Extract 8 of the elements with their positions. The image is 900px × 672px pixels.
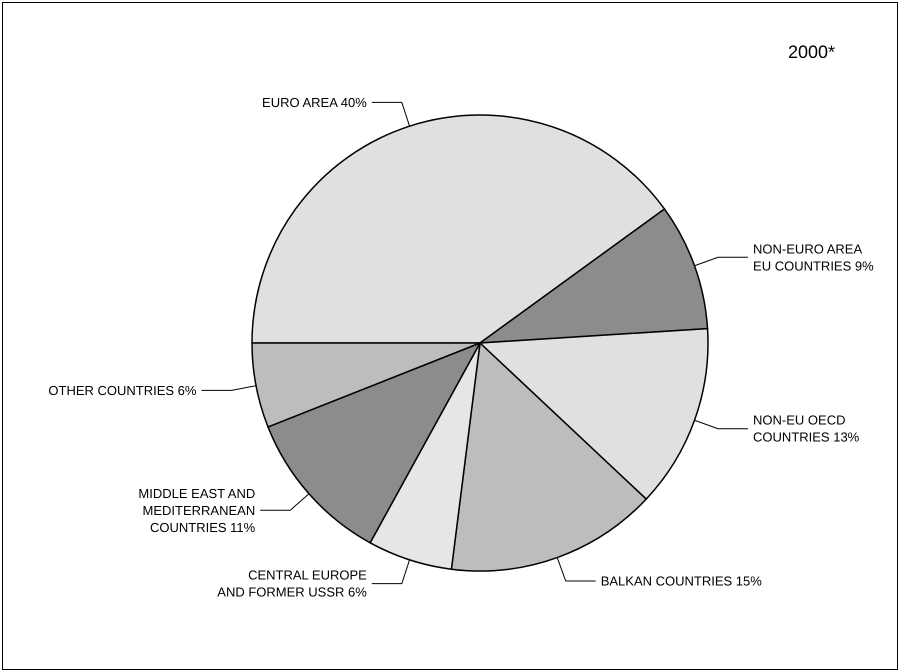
slice-label: CENTRAL EUROPE AND FORMER USSR 6% (217, 568, 368, 600)
slice-label: BALKAN COUNTRIES 15% (600, 574, 762, 589)
slice-label: EURO AREA 40% (262, 94, 368, 110)
slice-label: NON-EURO AREA EU COUNTRIES 9% (753, 241, 874, 274)
slice-label: OTHER COUNTRIES 6% (48, 382, 197, 398)
chart-title: 2000* (788, 42, 836, 62)
slice-label: NON-EU OECD COUNTRIES 13% (753, 412, 860, 445)
slice-label: MIDDLE EAST AND MEDITERRANEAN COUNTRIES 11% (138, 486, 256, 535)
